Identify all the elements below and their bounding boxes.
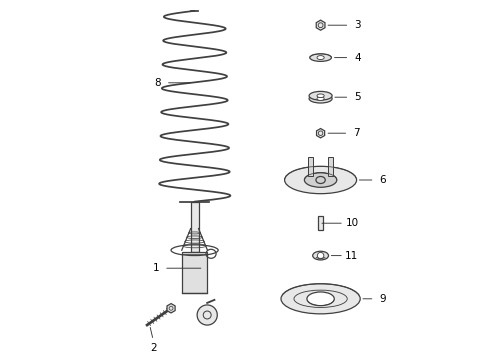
Polygon shape xyxy=(191,202,198,252)
Circle shape xyxy=(197,305,217,325)
Ellipse shape xyxy=(307,292,334,306)
Ellipse shape xyxy=(309,94,332,103)
Polygon shape xyxy=(328,157,333,176)
Ellipse shape xyxy=(317,97,324,100)
Ellipse shape xyxy=(304,173,337,187)
Polygon shape xyxy=(318,216,323,230)
Text: 10: 10 xyxy=(345,218,359,228)
Circle shape xyxy=(318,252,324,259)
Polygon shape xyxy=(167,303,175,313)
Polygon shape xyxy=(317,129,325,138)
Polygon shape xyxy=(316,20,325,30)
Ellipse shape xyxy=(310,54,331,62)
Text: 9: 9 xyxy=(379,294,386,304)
Text: 3: 3 xyxy=(354,20,361,30)
Text: 6: 6 xyxy=(379,175,386,185)
Ellipse shape xyxy=(281,284,360,314)
Ellipse shape xyxy=(317,94,324,98)
Polygon shape xyxy=(182,252,207,293)
Ellipse shape xyxy=(285,166,357,194)
Polygon shape xyxy=(308,157,314,176)
Ellipse shape xyxy=(313,251,328,260)
Text: 11: 11 xyxy=(345,251,359,261)
Text: 1: 1 xyxy=(153,263,159,273)
Ellipse shape xyxy=(309,91,332,100)
Text: 5: 5 xyxy=(354,92,361,102)
Text: 7: 7 xyxy=(353,128,360,138)
Ellipse shape xyxy=(317,56,324,60)
Text: 8: 8 xyxy=(154,78,161,88)
Text: 4: 4 xyxy=(354,53,361,63)
Text: 2: 2 xyxy=(150,343,156,353)
